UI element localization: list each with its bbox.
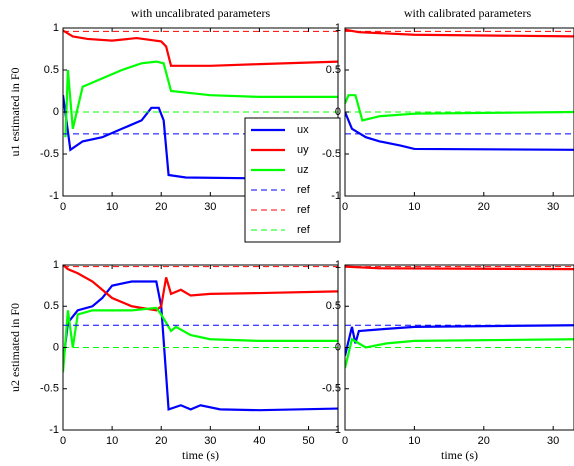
x-axis-label: time (s) [182,448,219,462]
y-tick-label: -0.5 [40,383,59,395]
x-tick-label: 30 [547,435,559,447]
y-tick-label: 0 [335,106,341,118]
series-line [63,265,338,312]
y-axis-label: u2 estimated in F0 [8,303,22,392]
series-line [345,111,574,151]
y-tick-label: 0 [53,106,59,118]
y-tick-label: 1 [53,259,59,271]
x-tick-label: 10 [408,201,420,213]
x-tick-label: 0 [60,201,66,213]
y-tick-label: -1 [49,190,59,202]
x-tick-label: 40 [253,435,265,447]
series-line [345,28,574,38]
x-tick-label: 10 [106,201,118,213]
y-tick-label: 0.5 [44,64,59,76]
chart-title: with uncalibrated parameters [131,6,271,20]
x-tick-label: 20 [478,201,490,213]
series-line [63,29,338,67]
series-line [63,306,338,373]
x-axis-label: time (s) [441,448,478,462]
x-tick-label: 20 [155,201,167,213]
legend-label: uz [297,164,309,176]
series-line [63,95,338,180]
series-line [345,94,574,122]
y-tick-label: -1 [49,424,59,436]
legend-label: ux [297,124,309,136]
legend-label: ref [297,224,311,236]
y-tick-label: 0.5 [326,64,341,76]
x-tick-label: 20 [155,435,167,447]
legend-box [244,117,341,243]
legend-label: uy [297,144,309,156]
x-tick-label: 20 [478,435,490,447]
chart-title: with calibrated parameters [404,6,532,20]
y-tick-label: 0 [335,341,341,353]
y-tick-label: 0.5 [326,300,341,312]
y-tick-label: 1 [335,259,341,271]
y-tick-label: 1 [335,22,341,34]
x-tick-label: 50 [302,435,314,447]
x-tick-label: 10 [106,435,118,447]
x-tick-label: 30 [204,435,216,447]
x-tick-label: 30 [547,201,559,213]
series-line [345,265,574,271]
y-tick-label: -1 [331,424,341,436]
x-tick-label: 10 [408,435,420,447]
y-tick-label: 0.5 [44,300,59,312]
x-tick-label: 0 [342,201,348,213]
x-tick-label: 30 [204,201,216,213]
x-tick-label: 0 [60,435,66,447]
y-tick-label: 0 [53,341,59,353]
y-axis-label: u1 estimated in F0 [8,68,22,157]
legend-label: ref [297,204,311,216]
y-tick-label: -1 [331,190,341,202]
y-tick-label: -0.5 [322,383,341,395]
legend-label: ref [297,184,311,196]
y-tick-label: -0.5 [322,148,341,160]
series-line [63,280,338,412]
series-line [64,60,338,138]
series-line [345,324,574,357]
y-tick-label: 1 [53,22,59,34]
y-tick-label: -0.5 [40,148,59,160]
x-tick-label: 0 [342,435,348,447]
